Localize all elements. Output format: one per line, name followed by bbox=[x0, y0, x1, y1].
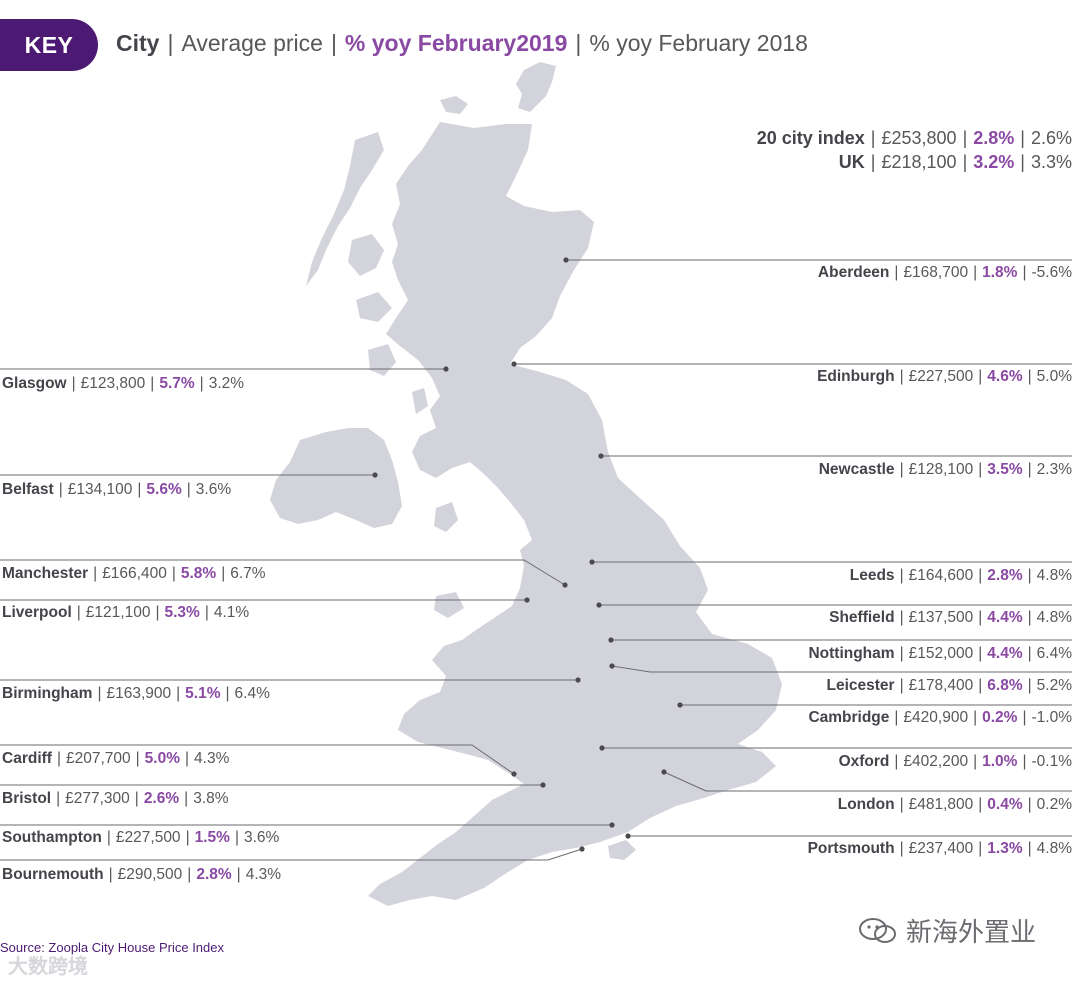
watermark-right: 新海外置业 bbox=[858, 912, 1036, 949]
city-label-southampton: Southampton | £227,500 | 1.5% | 3.6% bbox=[2, 829, 280, 846]
city-dot-manchester bbox=[562, 582, 568, 588]
city-dot-oxford bbox=[599, 745, 605, 751]
city-dot-bristol bbox=[540, 782, 546, 788]
key-yoy-2019: % yoy February2019 bbox=[344, 30, 568, 56]
city-label-edinburgh: Edinburgh | £227,500 | 4.6% | 5.0% bbox=[817, 368, 1072, 385]
leader-leicester bbox=[611, 665, 1072, 673]
key-city: City bbox=[116, 30, 160, 56]
city-dot-sheffield bbox=[596, 602, 602, 608]
city-dot-glasgow bbox=[443, 366, 449, 372]
summary-yoy-2018: 2.6% bbox=[1030, 128, 1072, 148]
northern-ireland bbox=[270, 428, 402, 528]
city-dot-newcastle bbox=[598, 453, 604, 459]
city-dot-southampton bbox=[609, 822, 615, 828]
key-yoy-2018: % yoy February 2018 bbox=[589, 30, 808, 56]
summary-price: £218,100 bbox=[881, 152, 957, 172]
city-dot-aberdeen bbox=[563, 257, 569, 263]
city-label-london: London | £481,800 | 0.4% | 0.2% bbox=[837, 796, 1072, 813]
city-label-newcastle: Newcastle | £128,100 | 3.5% | 2.3% bbox=[818, 461, 1072, 478]
city-label-nottingham: Nottingham | £152,000 | 4.4% | 6.4% bbox=[808, 645, 1072, 662]
great-britain bbox=[368, 122, 782, 906]
city-label-belfast: Belfast | £134,100 | 5.6% | 3.6% bbox=[2, 481, 232, 498]
city-label-oxford: Oxford | £402,200 | 1.0% | -0.1% bbox=[838, 753, 1072, 770]
leader-cardiff bbox=[0, 744, 515, 775]
isle-of-wight bbox=[608, 840, 636, 860]
arran bbox=[412, 388, 428, 414]
key-sep: | bbox=[167, 30, 174, 56]
city-label-birmingham: Birmingham | £163,900 | 5.1% | 6.4% bbox=[2, 685, 270, 702]
summary-name: UK bbox=[838, 152, 865, 172]
city-label-leicester: Leicester | £178,400 | 6.8% | 5.2% bbox=[826, 677, 1072, 694]
leader-manchester bbox=[0, 559, 566, 586]
city-dot-cardiff bbox=[511, 771, 517, 777]
leader-bournemouth bbox=[0, 848, 583, 861]
key-sep: | bbox=[330, 30, 337, 56]
key-badge: KEY bbox=[0, 19, 98, 71]
summary-yoy-2019: 3.2% bbox=[973, 152, 1015, 172]
city-dot-bournemouth bbox=[579, 846, 585, 852]
summary-20-city-index: 20 city index | £253,800 | 2.8% | 2.6% bbox=[756, 128, 1072, 148]
summary-price: £253,800 bbox=[881, 128, 957, 148]
isle-of-man bbox=[434, 502, 458, 532]
summary-yoy-2019: 2.8% bbox=[973, 128, 1015, 148]
summary-yoy-2018: 3.3% bbox=[1030, 152, 1072, 172]
key-legend: City | Average price | % yoy February2019 | % … bbox=[116, 30, 808, 57]
outer-hebrides bbox=[306, 132, 384, 286]
city-dot-leeds bbox=[589, 559, 595, 565]
city-label-portsmouth: Portsmouth | £237,400 | 1.3% | 4.8% bbox=[807, 840, 1072, 857]
orkney-islands bbox=[440, 96, 468, 114]
skye bbox=[348, 234, 384, 276]
watermark-right-text: 新海外置业 bbox=[906, 917, 1037, 947]
mull bbox=[356, 292, 392, 322]
city-label-leeds: Leeds | £164,600 | 2.8% | 4.8% bbox=[849, 567, 1072, 584]
city-dot-belfast bbox=[372, 472, 378, 478]
summary-name: 20 city index bbox=[756, 128, 865, 148]
city-label-bristol: Bristol | £277,300 | 2.6% | 3.8% bbox=[2, 790, 229, 807]
city-dot-portsmouth bbox=[625, 833, 631, 839]
summary-uk: UK | £218,100 | 3.2% | 3.3% bbox=[838, 152, 1072, 172]
land-masses bbox=[270, 62, 782, 906]
city-label-bournemouth: Bournemouth | £290,500 | 2.8% | 4.3% bbox=[2, 866, 282, 883]
city-dot-cambridge bbox=[677, 702, 683, 708]
city-label-glasgow: Glasgow | £123,800 | 5.7% | 3.2% bbox=[2, 375, 245, 392]
city-dot-nottingham bbox=[608, 637, 614, 643]
city-dot-edinburgh bbox=[511, 361, 517, 367]
city-label-cardiff: Cardiff | £207,700 | 5.0% | 4.3% bbox=[2, 750, 230, 767]
wechat-icon bbox=[859, 917, 896, 943]
city-dot-liverpool bbox=[524, 597, 530, 603]
key-sep: | bbox=[575, 30, 582, 56]
leader-london bbox=[663, 771, 1072, 792]
key-average-price: Average price bbox=[181, 30, 323, 56]
city-label-aberdeen: Aberdeen | £168,700 | 1.8% | -5.6% bbox=[817, 264, 1072, 281]
shetland-islands bbox=[516, 62, 556, 112]
city-label-cambridge: Cambridge | £420,900 | 0.2% | -1.0% bbox=[808, 709, 1072, 726]
city-label-liverpool: Liverpool | £121,100 | 5.3% | 4.1% bbox=[2, 604, 250, 621]
watermark-left: 大数跨境 bbox=[8, 956, 88, 978]
anglesey bbox=[434, 592, 464, 618]
city-dot-london bbox=[661, 769, 667, 775]
city-label-sheffield: Sheffield | £137,500 | 4.4% | 4.8% bbox=[829, 609, 1072, 626]
city-dot-leicester bbox=[609, 663, 615, 669]
city-dot-birmingham bbox=[575, 677, 581, 683]
islay bbox=[368, 344, 396, 376]
city-label-manchester: Manchester | £166,400 | 5.8% | 6.7% bbox=[2, 565, 266, 582]
source-note: Source: Zoopla City House Price Index bbox=[0, 940, 224, 955]
